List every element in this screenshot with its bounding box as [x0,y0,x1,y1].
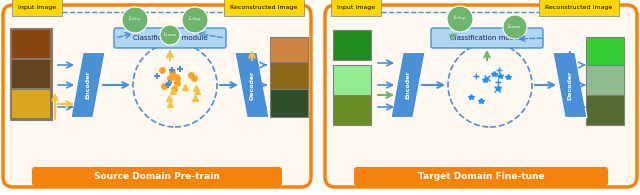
Circle shape [122,7,148,33]
FancyBboxPatch shape [10,58,52,90]
Text: $L_{recon}$: $L_{recon}$ [508,23,522,31]
Text: Source Domain Pre-train: Source Domain Pre-train [94,172,220,181]
FancyBboxPatch shape [10,28,52,60]
Text: Classification module: Classification module [450,35,524,41]
FancyBboxPatch shape [270,89,308,117]
Polygon shape [71,52,105,118]
Text: $L_{recon}$: $L_{recon}$ [163,31,177,39]
Text: Reconstructed Image: Reconstructed Image [545,5,612,10]
Polygon shape [235,52,269,118]
FancyBboxPatch shape [114,28,226,48]
FancyBboxPatch shape [333,30,371,60]
Circle shape [160,25,180,45]
Polygon shape [553,52,587,118]
Text: Decoder: Decoder [568,70,573,100]
Text: Encoder: Encoder [406,71,410,99]
FancyBboxPatch shape [586,65,624,95]
Text: Target Domain Fine-tune: Target Domain Fine-tune [418,172,545,181]
FancyBboxPatch shape [586,37,624,67]
FancyBboxPatch shape [12,90,50,118]
Circle shape [182,7,208,33]
Text: Encoder: Encoder [86,71,90,99]
Text: Decoder: Decoder [250,70,255,100]
FancyBboxPatch shape [431,28,543,48]
FancyBboxPatch shape [354,167,608,186]
Text: Classification module: Classification module [132,35,207,41]
Text: Input Image: Input Image [337,5,375,10]
FancyBboxPatch shape [270,37,308,65]
FancyBboxPatch shape [333,95,371,125]
FancyBboxPatch shape [586,95,624,125]
Text: Reconstructed Image: Reconstructed Image [230,5,297,10]
Polygon shape [391,52,425,118]
Text: $L_{cls\text{-}p}$: $L_{cls\text{-}p}$ [128,15,142,25]
FancyBboxPatch shape [270,62,308,90]
FancyBboxPatch shape [333,65,371,95]
Circle shape [447,6,473,32]
FancyBboxPatch shape [3,5,311,187]
FancyBboxPatch shape [32,167,282,186]
FancyBboxPatch shape [10,88,52,120]
Text: $L_{cls\text{-}p}$: $L_{cls\text{-}p}$ [453,14,467,24]
FancyBboxPatch shape [12,60,50,88]
Circle shape [503,15,527,39]
Text: Input Image: Input Image [18,5,56,10]
Text: $L_{cls\text{-}p}$: $L_{cls\text{-}p}$ [188,15,202,25]
FancyBboxPatch shape [12,30,50,58]
FancyBboxPatch shape [325,5,637,187]
